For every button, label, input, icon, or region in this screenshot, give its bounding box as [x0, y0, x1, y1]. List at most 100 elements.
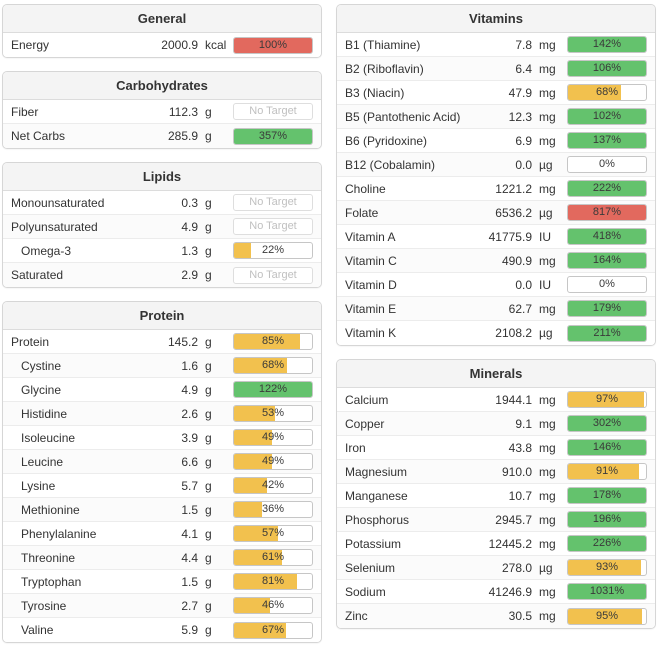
nutrient-unit: g: [205, 129, 212, 143]
nutrient-row[interactable]: Phenylalanine 4.1 g 57%: [3, 522, 321, 546]
nutrient-row[interactable]: Monounsaturated 0.3 g No Target: [3, 191, 321, 215]
nutrient-label: Monounsaturated: [11, 195, 105, 210]
target-cell: 46%: [233, 597, 313, 614]
nutrient-row[interactable]: Threonine 4.4 g 61%: [3, 546, 321, 570]
nutrient-row[interactable]: Lysine 5.7 g 42%: [3, 474, 321, 498]
nutrient-row[interactable]: Isoleucine 3.9 g 49%: [3, 426, 321, 450]
target-progress-bar: 0%: [567, 156, 647, 173]
nutrient-row[interactable]: Saturated 2.9 g No Target: [3, 263, 321, 287]
section-title: Carbohydrates: [116, 78, 208, 93]
nutrient-row[interactable]: Protein 145.2 g 85%: [3, 330, 321, 354]
nutrient-row[interactable]: Iron 43.8 mg 146%: [337, 436, 655, 460]
target-percent-label: 81%: [261, 575, 285, 587]
nutrient-row[interactable]: Magnesium 910.0 mg 91%: [337, 460, 655, 484]
nutrient-row[interactable]: Glycine 4.9 g 122%: [3, 378, 321, 402]
target-cell: No Target: [233, 218, 313, 235]
target-cell: 146%: [567, 439, 647, 456]
nutrient-row[interactable]: Vitamin D 0.0 IU 0%: [337, 273, 655, 297]
nutrient-row[interactable]: Selenium 278.0 µg 93%: [337, 556, 655, 580]
target-progress-bar: 81%: [233, 573, 313, 590]
nutrient-row[interactable]: Tyrosine 2.7 g 46%: [3, 594, 321, 618]
section-card: Carbohydrates Fiber 112.3 g No Target Ne…: [2, 71, 322, 149]
target-progress-bar: 57%: [233, 525, 313, 542]
section-title: General: [137, 11, 187, 26]
target-progress-bar: 146%: [567, 439, 647, 456]
target-progress-fill: [234, 358, 288, 373]
nutrient-row[interactable]: B12 (Cobalamin) 0.0 µg 0%: [337, 153, 655, 177]
nutrient-row[interactable]: Choline 1221.2 mg 222%: [337, 177, 655, 201]
target-progress-bar: 142%: [567, 36, 647, 53]
nutrient-row[interactable]: Calcium 1944.1 mg 97%: [337, 388, 655, 412]
target-progress-bar: 106%: [567, 60, 647, 77]
nutrient-unit: IU: [539, 277, 551, 292]
nutrient-label: Folate: [345, 205, 379, 220]
nutrient-row[interactable]: Vitamin A 41775.9 IU 418%: [337, 225, 655, 249]
nutrient-value: 10.7: [508, 488, 532, 503]
nutrient-label: Tyrosine: [21, 598, 67, 613]
nutrient-row[interactable]: Fiber 112.3 g No Target: [3, 100, 321, 124]
target-progress-fill: [568, 440, 646, 455]
nutrient-row[interactable]: Vitamin E 62.7 mg 179%: [337, 297, 655, 321]
target-percent-label: 142%: [592, 38, 622, 50]
target-percent-label: 100%: [258, 38, 288, 51]
target-progress-bar: 817%: [567, 204, 647, 221]
target-cell: 95%: [567, 607, 647, 625]
nutrient-row[interactable]: Leucine 6.6 g 49%: [3, 450, 321, 474]
nutrient-value: 2945.7: [495, 512, 532, 527]
nutrient-row[interactable]: Tryptophan 1.5 g 81%: [3, 570, 321, 594]
nutrient-label: Manganese: [345, 488, 408, 503]
target-progress-fill: [234, 550, 282, 565]
nutrient-label: Glycine: [21, 382, 62, 397]
target-progress-fill: [234, 243, 252, 258]
nutrient-row[interactable]: B2 (Riboflavin) 6.4 mg 106%: [337, 57, 655, 81]
nutrient-row[interactable]: Histidine 2.6 g 53%: [3, 402, 321, 426]
nutrient-value: 285.9: [167, 129, 198, 143]
nutrient-label: Phosphorus: [345, 512, 410, 527]
target-percent-label: 817%: [592, 206, 622, 218]
nutrient-label: Vitamin E: [345, 301, 397, 316]
nutrient-row[interactable]: Methionine 1.5 g 36%: [3, 498, 321, 522]
nutrient-row[interactable]: Vitamin K 2108.2 µg 211%: [337, 321, 655, 345]
nutrient-row[interactable]: Folate 6536.2 µg 817%: [337, 201, 655, 225]
nutrient-row[interactable]: Net Carbs 285.9 g 357%: [3, 124, 321, 148]
nutrient-row[interactable]: B6 (Pyridoxine) 6.9 mg 137%: [337, 129, 655, 153]
section-header: Vitamins: [337, 5, 655, 33]
target-progress-bar: 95%: [567, 607, 647, 625]
nutrient-unit: mg: [539, 85, 556, 100]
nutrient-row[interactable]: Sodium 41246.9 mg 1031%: [337, 580, 655, 604]
target-percent-label: 97%: [595, 393, 619, 405]
target-cell: 102%: [567, 108, 647, 125]
nutrient-label: Vitamin D: [345, 277, 397, 292]
nutrient-unit: mg: [539, 109, 556, 124]
target-progress-bar: 68%: [233, 357, 313, 374]
target-cell: 122%: [233, 381, 313, 398]
nutrient-row[interactable]: Potassium 12445.2 mg 226%: [337, 532, 655, 556]
nutrient-value: 2.9: [181, 268, 198, 282]
nutrient-row[interactable]: Polyunsaturated 4.9 g No Target: [3, 215, 321, 239]
target-progress-fill: [568, 253, 646, 268]
nutrient-unit: g: [205, 268, 212, 282]
nutrient-row[interactable]: Zinc 30.5 mg 95%: [337, 604, 655, 628]
target-progress-bar: 49%: [233, 453, 313, 470]
nutrient-row[interactable]: Manganese 10.7 mg 178%: [337, 484, 655, 508]
nutrient-row[interactable]: B3 (Niacin) 47.9 mg 68%: [337, 81, 655, 105]
nutrient-row[interactable]: B1 (Thiamine) 7.8 mg 142%: [337, 33, 655, 57]
nutrient-row[interactable]: Energy 2000.9 kcal 100%: [3, 33, 321, 57]
nutrient-row[interactable]: Valine 5.9 g 67%: [3, 618, 321, 642]
nutrient-unit: kcal: [205, 38, 227, 52]
nutrient-row[interactable]: Cystine 1.6 g 68%: [3, 354, 321, 378]
nutrient-row[interactable]: B5 (Pantothenic Acid) 12.3 mg 102%: [337, 105, 655, 129]
nutrient-unit: g: [205, 219, 212, 234]
section-body: Monounsaturated 0.3 g No Target Polyunsa…: [3, 191, 321, 287]
section-card: General Energy 2000.9 kcal 100%: [2, 4, 322, 58]
nutrient-row[interactable]: Phosphorus 2945.7 mg 196%: [337, 508, 655, 532]
nutrient-row[interactable]: Omega-3 1.3 g 22%: [3, 239, 321, 263]
nutrient-row[interactable]: Vitamin C 490.9 mg 164%: [337, 249, 655, 273]
nutrient-label: Potassium: [345, 536, 402, 551]
target-cell: 164%: [567, 252, 647, 269]
target-progress-fill: [568, 229, 646, 244]
nutrient-label: Valine: [21, 623, 54, 637]
nutrient-row[interactable]: Copper 9.1 mg 302%: [337, 412, 655, 436]
target-cell: 53%: [233, 405, 313, 422]
target-progress-bar: 100%: [233, 36, 313, 54]
